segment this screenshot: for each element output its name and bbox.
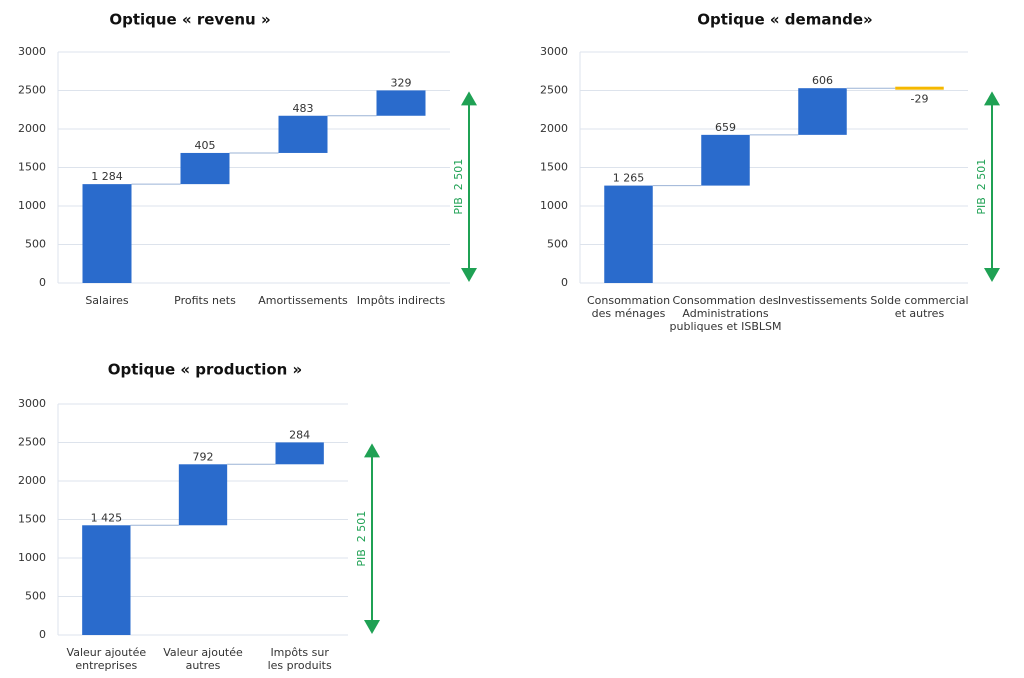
value-label: 659 (715, 121, 736, 134)
value-label: 329 (391, 76, 412, 89)
bar (895, 86, 944, 90)
bar (798, 88, 847, 135)
y-tick-label: 2500 (18, 84, 46, 97)
value-label: 483 (293, 102, 314, 115)
y-tick-label: 3000 (18, 45, 46, 58)
arrow-head (984, 91, 1000, 106)
arrow-head (364, 443, 380, 458)
y-tick-label: 500 (25, 590, 46, 603)
y-tick-label: 1000 (540, 199, 568, 212)
bar (701, 134, 750, 186)
value-label: -29 (911, 92, 929, 105)
bar (82, 525, 131, 635)
y-tick-label: 2000 (540, 122, 568, 135)
y-tick-label: 2500 (540, 84, 568, 97)
y-tick-label: 500 (547, 238, 568, 251)
value-label: 1 425 (91, 511, 123, 524)
bar (180, 152, 230, 185)
x-tick-label: Investissements (778, 294, 868, 307)
x-tick-label: Solde commercial et autres (870, 294, 968, 320)
chart-title: Optique « demande» (697, 11, 872, 29)
bar (278, 115, 328, 153)
total-label: PIB 2 501 (452, 159, 465, 215)
y-tick-label: 500 (25, 238, 46, 251)
x-tick-label: Consommation des ménages (587, 294, 670, 320)
arrow-head (461, 268, 477, 282)
x-tick-label: Salaires (85, 294, 129, 307)
y-tick-label: 0 (39, 276, 46, 289)
value-label: 284 (289, 428, 310, 441)
x-tick-label: Amortissements (258, 294, 348, 307)
bar (82, 184, 132, 283)
x-tick-label: Impôts indirects (357, 294, 446, 307)
y-tick-label: 3000 (18, 397, 46, 410)
y-tick-label: 0 (39, 628, 46, 641)
x-tick-label: Valeur ajoutée entreprises (67, 646, 147, 672)
y-tick-label: 1000 (18, 199, 46, 212)
y-tick-label: 2000 (18, 122, 46, 135)
value-label: 1 265 (613, 172, 645, 185)
y-tick-label: 2500 (18, 436, 46, 449)
total-label: PIB 2 501 (975, 159, 988, 215)
chart-title: Optique « production » (108, 361, 302, 379)
chart-title: Optique « revenu » (109, 11, 270, 29)
x-tick-label: Consommation des Administrations publiques… (670, 294, 782, 333)
y-tick-label: 1500 (540, 161, 568, 174)
value-label: 606 (812, 74, 833, 87)
arrow-head (461, 91, 477, 106)
x-tick-label: Profits nets (174, 294, 236, 307)
y-tick-label: 2000 (18, 474, 46, 487)
arrow-head (364, 620, 380, 634)
y-tick-label: 3000 (540, 45, 568, 58)
value-label: 405 (195, 139, 216, 152)
value-label: 1 284 (91, 170, 123, 183)
y-tick-label: 1500 (18, 513, 46, 526)
x-tick-label: Impôts sur les produits (268, 646, 332, 672)
arrow-head (984, 268, 1000, 282)
bar (275, 442, 324, 465)
bar (604, 185, 653, 283)
x-tick-label: Valeur ajoutée autres (163, 646, 243, 672)
y-tick-label: 1000 (18, 551, 46, 564)
value-label: 792 (193, 450, 214, 463)
bar (178, 464, 228, 526)
y-tick-label: 1500 (18, 161, 46, 174)
y-tick-label: 0 (561, 276, 568, 289)
bar (376, 90, 426, 116)
total-label: PIB 2 501 (355, 511, 368, 567)
